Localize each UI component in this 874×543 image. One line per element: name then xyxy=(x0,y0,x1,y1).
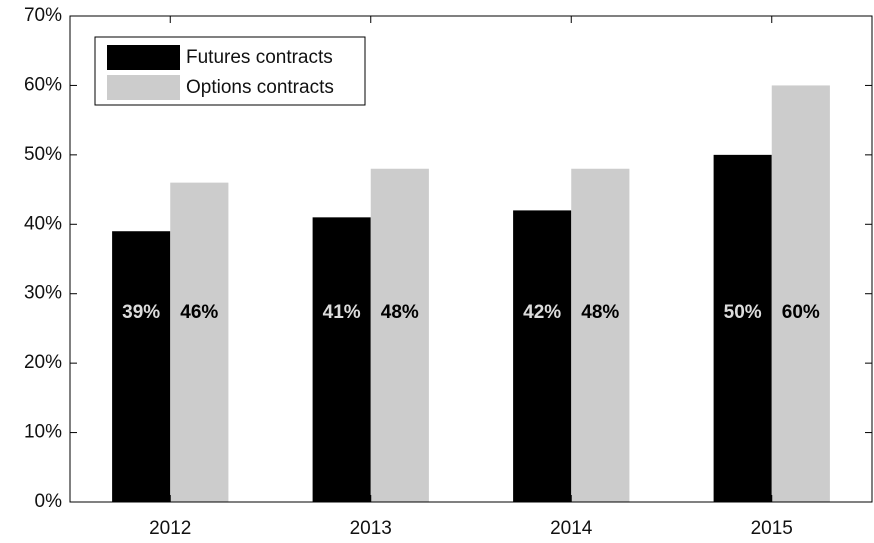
value-label: 42% xyxy=(523,302,561,323)
x-tick-label: 2013 xyxy=(350,518,392,539)
y-tick-label: 70% xyxy=(24,5,62,26)
bar xyxy=(571,168,630,502)
value-label: 46% xyxy=(180,302,218,323)
y-tick-label: 20% xyxy=(24,352,62,373)
x-tick-label: 2012 xyxy=(149,518,191,539)
plot-frame xyxy=(69,15,873,503)
y-tick-label: 60% xyxy=(24,74,62,95)
x-tick-label: 2014 xyxy=(550,518,593,539)
bar xyxy=(312,217,371,503)
legend-label: Futures contracts xyxy=(186,47,333,68)
value-label: 60% xyxy=(782,302,820,323)
value-label: 41% xyxy=(323,302,361,323)
legend-label: Options contracts xyxy=(186,77,334,98)
bar xyxy=(771,85,830,502)
bar xyxy=(170,182,229,502)
bar xyxy=(112,231,171,502)
bar xyxy=(513,210,572,502)
y-tick-label: 40% xyxy=(24,213,62,234)
legend: Futures contracts Options contracts xyxy=(94,36,366,106)
value-label: 50% xyxy=(724,302,762,323)
y-tick-label: 30% xyxy=(24,283,62,304)
y-tick-label: 50% xyxy=(24,144,62,165)
legend-swatch xyxy=(107,75,180,100)
y-tick-label: 10% xyxy=(24,422,62,443)
value-label: 39% xyxy=(122,302,160,323)
legend-swatch xyxy=(107,45,180,70)
value-label: 48% xyxy=(581,302,619,323)
bar xyxy=(370,168,429,502)
y-tick-label: 0% xyxy=(35,491,63,512)
value-label: 48% xyxy=(381,302,419,323)
x-tick-label: 2015 xyxy=(751,518,793,539)
bar xyxy=(713,154,772,502)
